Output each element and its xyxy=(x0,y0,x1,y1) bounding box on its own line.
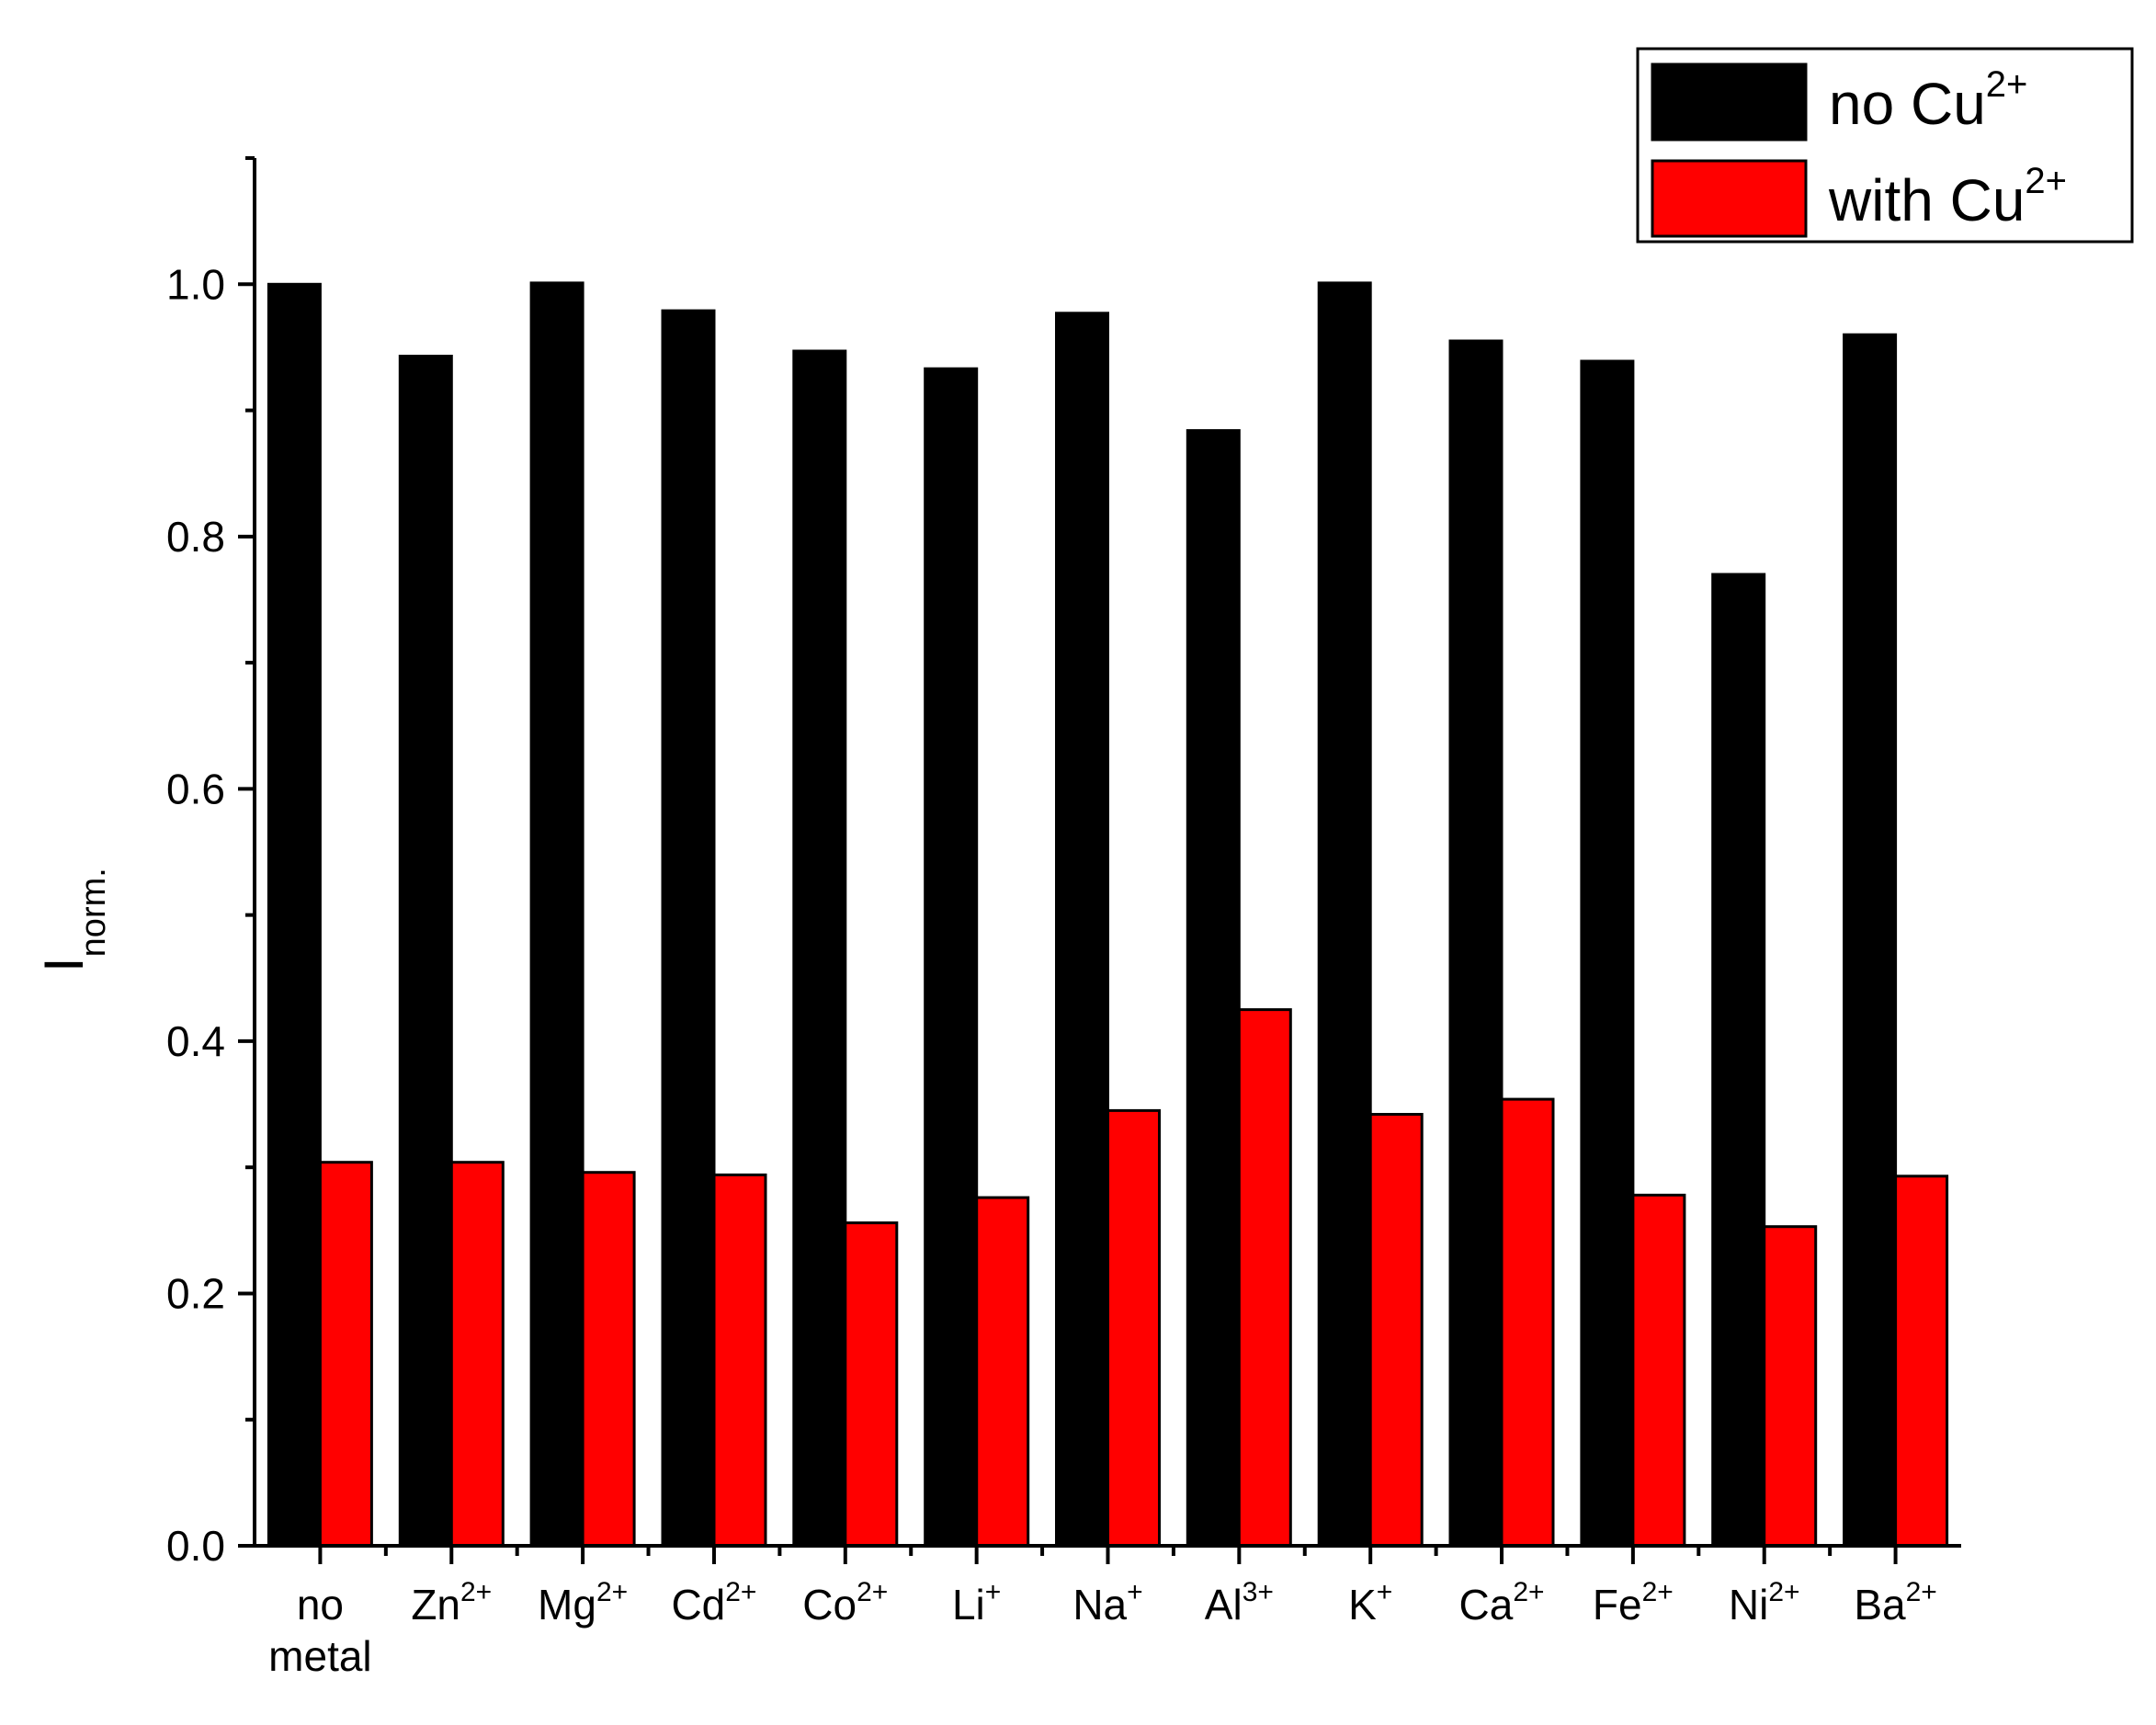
y-tick-label: 0.6 xyxy=(166,765,225,812)
y-axis-title-sub: norm. xyxy=(74,868,113,957)
bar-with-cu xyxy=(1106,1108,1161,1548)
bar-no-cu xyxy=(1580,359,1635,1548)
x-tick-label-base: Zn xyxy=(411,1581,460,1629)
bar-with-cu xyxy=(844,1221,899,1548)
bar-with-cu xyxy=(1500,1097,1555,1548)
bar-no-cu xyxy=(267,282,322,1548)
y-axis-title: Inorm. xyxy=(33,868,113,972)
x-tick-label: Zn2+ xyxy=(411,1577,492,1629)
legend-label-base: no Cu xyxy=(1829,71,1986,137)
y-axis-label: Inorm. xyxy=(33,868,113,972)
bar-no-cu xyxy=(529,281,584,1548)
x-tick-label: Ni2+ xyxy=(1729,1577,1800,1629)
x-tick-label-base: Mg xyxy=(538,1581,596,1629)
x-tick-label-base: Ni xyxy=(1729,1581,1768,1629)
x-tick-label-line: metal xyxy=(268,1632,371,1680)
x-tick-label-base: Na xyxy=(1072,1581,1127,1629)
bar-with-cu xyxy=(449,1161,505,1548)
x-tick-label: Ba2+ xyxy=(1854,1577,1936,1629)
bar-no-cu xyxy=(1448,339,1504,1548)
bar-with-cu xyxy=(318,1161,373,1548)
bar-no-cu xyxy=(792,349,847,1548)
x-tick-label-sup: 2+ xyxy=(1768,1577,1799,1607)
x-tick-label: Mg2+ xyxy=(538,1577,628,1629)
x-tick-label: no metal xyxy=(268,1581,371,1680)
bar-no-cu xyxy=(1186,429,1241,1548)
bars-layer xyxy=(267,281,1949,1548)
x-tick-label: Li+ xyxy=(952,1577,1001,1629)
y-axis-title-base: I xyxy=(33,957,95,972)
x-tick-label-sup: + xyxy=(1377,1577,1393,1607)
legend: no Cu2+with Cu2+ xyxy=(1636,47,2134,244)
bar-with-cu xyxy=(1237,1008,1292,1548)
x-tick-label-base: Co xyxy=(802,1581,857,1629)
x-tick-label-base: Ca xyxy=(1459,1581,1514,1629)
y-tick-label: 0.4 xyxy=(166,1017,225,1065)
x-tick-label: Cd2+ xyxy=(671,1577,756,1629)
x-tick-label-sup: + xyxy=(1127,1577,1143,1607)
y-tick-label: 0.2 xyxy=(166,1269,225,1317)
bar-no-cu xyxy=(398,355,453,1548)
bar-with-cu xyxy=(1894,1175,1949,1548)
bar-no-cu xyxy=(1843,333,1898,1548)
x-tick-label-base: K xyxy=(1348,1581,1377,1629)
x-tick-label-sup: 2+ xyxy=(596,1577,628,1607)
legend-swatch xyxy=(1651,159,1808,238)
bar-no-cu xyxy=(1317,281,1372,1548)
legend-label: no Cu2+ xyxy=(1829,64,2027,137)
x-tick-label-base: Fe xyxy=(1593,1581,1642,1629)
y-tick-label: 1.0 xyxy=(166,260,225,308)
x-tick-label: Ca2+ xyxy=(1459,1577,1545,1629)
x-tick-label-sup: 2+ xyxy=(857,1577,888,1607)
x-tick-label: Fe2+ xyxy=(1593,1577,1674,1629)
y-tick-label: 0.0 xyxy=(166,1522,225,1570)
y-tick-label: 0.8 xyxy=(166,513,225,561)
bar-with-cu xyxy=(1631,1193,1686,1548)
bar-with-cu xyxy=(712,1173,767,1548)
x-tick-label-base: Li xyxy=(952,1581,985,1629)
x-tick-label-sup: 2+ xyxy=(1513,1577,1544,1607)
legend-label-base: with Cu xyxy=(1828,167,2025,233)
bar-no-cu xyxy=(1711,573,1766,1548)
legend-swatch xyxy=(1651,62,1808,142)
x-tick-label-base: Ba xyxy=(1854,1581,1906,1629)
x-tick-label: Na+ xyxy=(1072,1577,1142,1629)
x-tick-label-sup: 3+ xyxy=(1243,1577,1274,1607)
x-tick-label-sup: 2+ xyxy=(1642,1577,1674,1607)
legend-label-sup: 2+ xyxy=(1986,64,2028,105)
legend-label: with Cu2+ xyxy=(1828,161,2067,233)
bar-with-cu xyxy=(1368,1113,1424,1548)
bar-no-cu xyxy=(661,309,716,1548)
x-tick-label-sup: 2+ xyxy=(460,1577,492,1607)
bar-no-cu xyxy=(924,367,979,1548)
bar-with-cu xyxy=(1763,1225,1818,1548)
x-tick-label: Co2+ xyxy=(802,1577,888,1629)
bar-with-cu xyxy=(975,1196,1030,1548)
x-tick-label: Al3+ xyxy=(1205,1577,1274,1629)
bar-no-cu xyxy=(1055,312,1109,1548)
legend-label-sup: 2+ xyxy=(2025,161,2067,201)
bar-with-cu xyxy=(581,1171,636,1548)
x-tick-label-line: no xyxy=(297,1581,344,1629)
x-tick-label-sup: 2+ xyxy=(725,1577,756,1607)
x-tick-label: K+ xyxy=(1348,1577,1392,1629)
x-tick-label-base: Cd xyxy=(671,1581,725,1629)
x-tick-label-sup: + xyxy=(985,1577,1002,1607)
x-tick-label-base: Al xyxy=(1205,1581,1243,1629)
x-tick-label-sup: 2+ xyxy=(1906,1577,1937,1607)
